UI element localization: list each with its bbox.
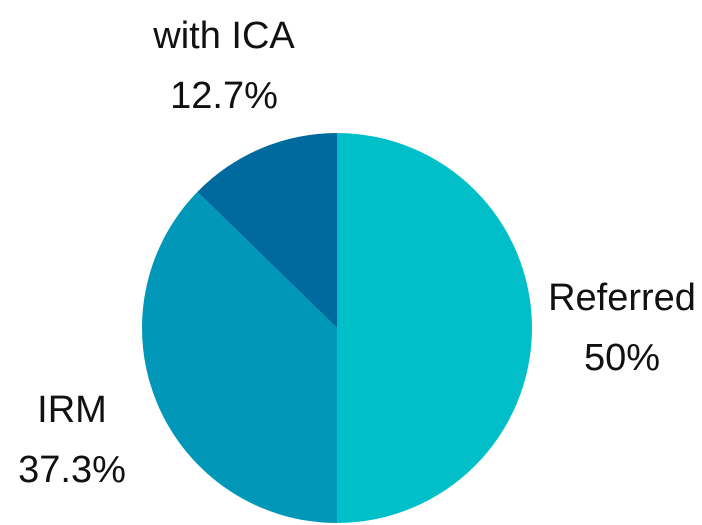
pie-slice <box>337 133 532 523</box>
slice-label: IRM <box>37 389 107 431</box>
slice-label: Referred <box>548 277 696 319</box>
slice-value-label: 37.3% <box>18 449 126 491</box>
pie-slice <box>197 133 337 328</box>
slice-label: with ICA <box>152 15 295 57</box>
slice-value-label: 12.7% <box>170 75 278 117</box>
slice-value-label: 50% <box>584 337 660 379</box>
pie-slice <box>141 191 337 524</box>
